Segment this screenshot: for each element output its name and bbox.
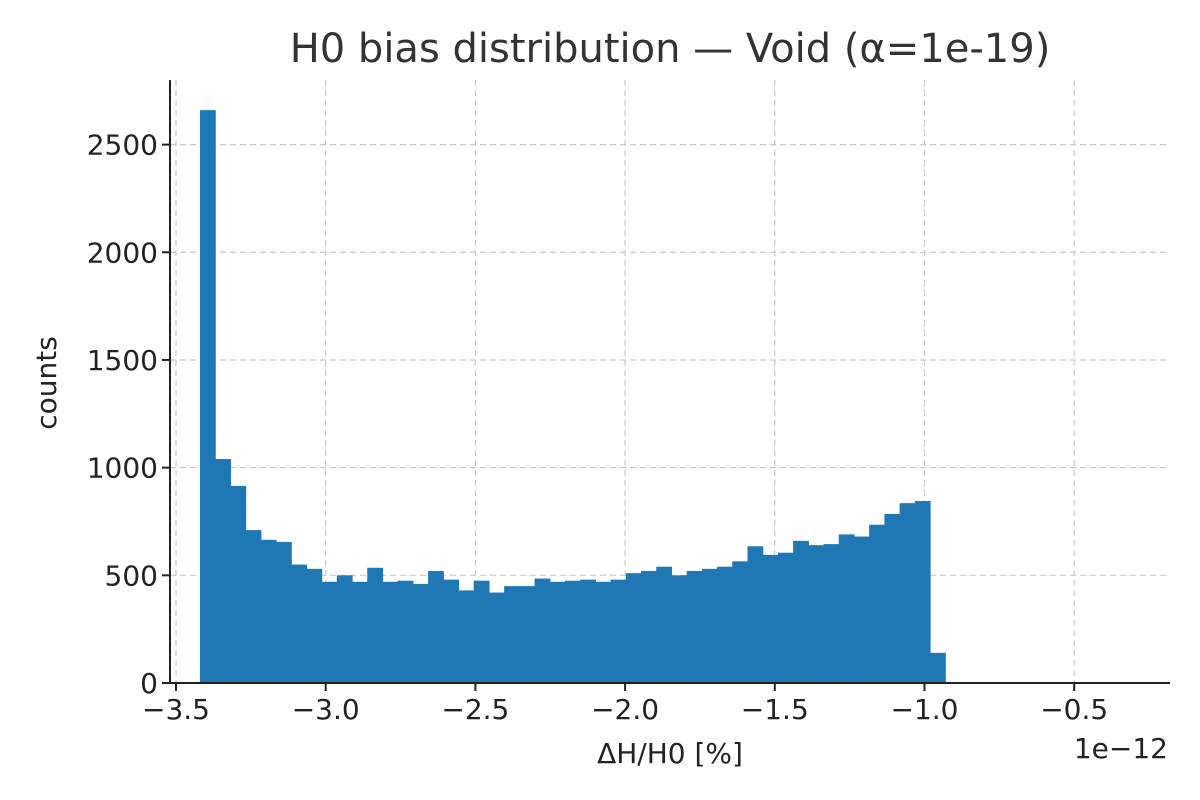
histogram-bar [930, 652, 946, 683]
histogram-bar [230, 485, 247, 683]
grid-lines [170, 80, 1170, 683]
chart-title: H0 bias distribution — Void (α=1e-19) [290, 26, 1051, 72]
histogram-bar [808, 545, 825, 683]
histogram-bar [656, 566, 673, 683]
histogram-bar [610, 579, 627, 683]
histogram-bar [488, 592, 505, 683]
histogram-bar [641, 571, 657, 683]
histogram-bar [458, 590, 475, 683]
x-axis-label: ΔH/H0 [%] [597, 737, 743, 770]
histogram-bar [838, 534, 855, 683]
histogram-bar [215, 459, 231, 683]
histogram-bar [428, 571, 444, 683]
histogram-bar [701, 568, 718, 683]
histogram-bar [549, 581, 566, 683]
histogram-bar [564, 580, 581, 683]
x-tick-label: −3.0 [292, 693, 360, 726]
histogram-bar [793, 540, 809, 683]
x-tick-label: −2.5 [441, 693, 509, 726]
x-tick-label: −0.5 [1040, 693, 1108, 726]
histogram-bar [306, 568, 323, 683]
x-tick-label: −1.0 [890, 693, 958, 726]
histogram-bar [534, 578, 551, 683]
y-tick-label: 1000 [87, 452, 158, 485]
histogram-bar [321, 581, 338, 683]
histogram-bar [336, 575, 353, 683]
y-tick-label: 0 [140, 667, 158, 700]
axes-spines [169, 80, 1170, 684]
histogram-bar [580, 579, 596, 683]
histogram-bars [199, 110, 946, 683]
y-tick-label: 1500 [87, 344, 158, 377]
histogram-bar [473, 580, 490, 683]
histogram-bar [412, 583, 429, 683]
histogram-bar [275, 541, 292, 683]
histogram-bar [519, 586, 536, 683]
histogram-bar [443, 579, 460, 683]
y-axis-label: counts [30, 336, 63, 430]
histogram-bar [884, 513, 901, 683]
y-tick-label: 500 [105, 559, 158, 592]
histogram-bar [352, 581, 368, 683]
histogram-bar [625, 573, 642, 683]
histogram-bar [823, 544, 840, 683]
x-axis-ticks: −3.5 −3.0 −2.5 −2.0 −1.5 −1.0 −0.5 [142, 683, 1108, 726]
histogram-bar [762, 554, 779, 683]
histogram-bar [777, 552, 794, 683]
x-axis-offset-label: 1e−12 [1074, 732, 1168, 765]
histogram-bar [686, 571, 703, 683]
histogram-bar [899, 503, 916, 683]
histogram-bar [367, 567, 384, 683]
histogram-bar [717, 566, 733, 683]
y-tick-label: 2000 [87, 236, 158, 269]
y-tick-label: 2500 [87, 129, 158, 162]
histogram-bar [914, 501, 931, 683]
histogram-bar [291, 564, 308, 683]
histogram-bar [245, 530, 262, 683]
histogram-bar [382, 581, 399, 683]
histogram-bar [199, 110, 216, 683]
histogram-bar [504, 586, 520, 683]
histogram-bar [869, 524, 885, 683]
y-axis-ticks: 0 500 1000 1500 2000 2500 [87, 129, 170, 700]
histogram-bar [732, 561, 749, 683]
histogram-bar [853, 536, 870, 683]
histogram-bar [260, 539, 277, 683]
x-tick-label: −1.5 [741, 693, 809, 726]
histogram-bar [595, 581, 612, 683]
x-tick-label: −3.5 [142, 693, 210, 726]
histogram-bar [397, 580, 414, 683]
histogram-bar [671, 575, 688, 683]
x-tick-label: −2.0 [591, 693, 659, 726]
histogram-bar [747, 546, 764, 683]
